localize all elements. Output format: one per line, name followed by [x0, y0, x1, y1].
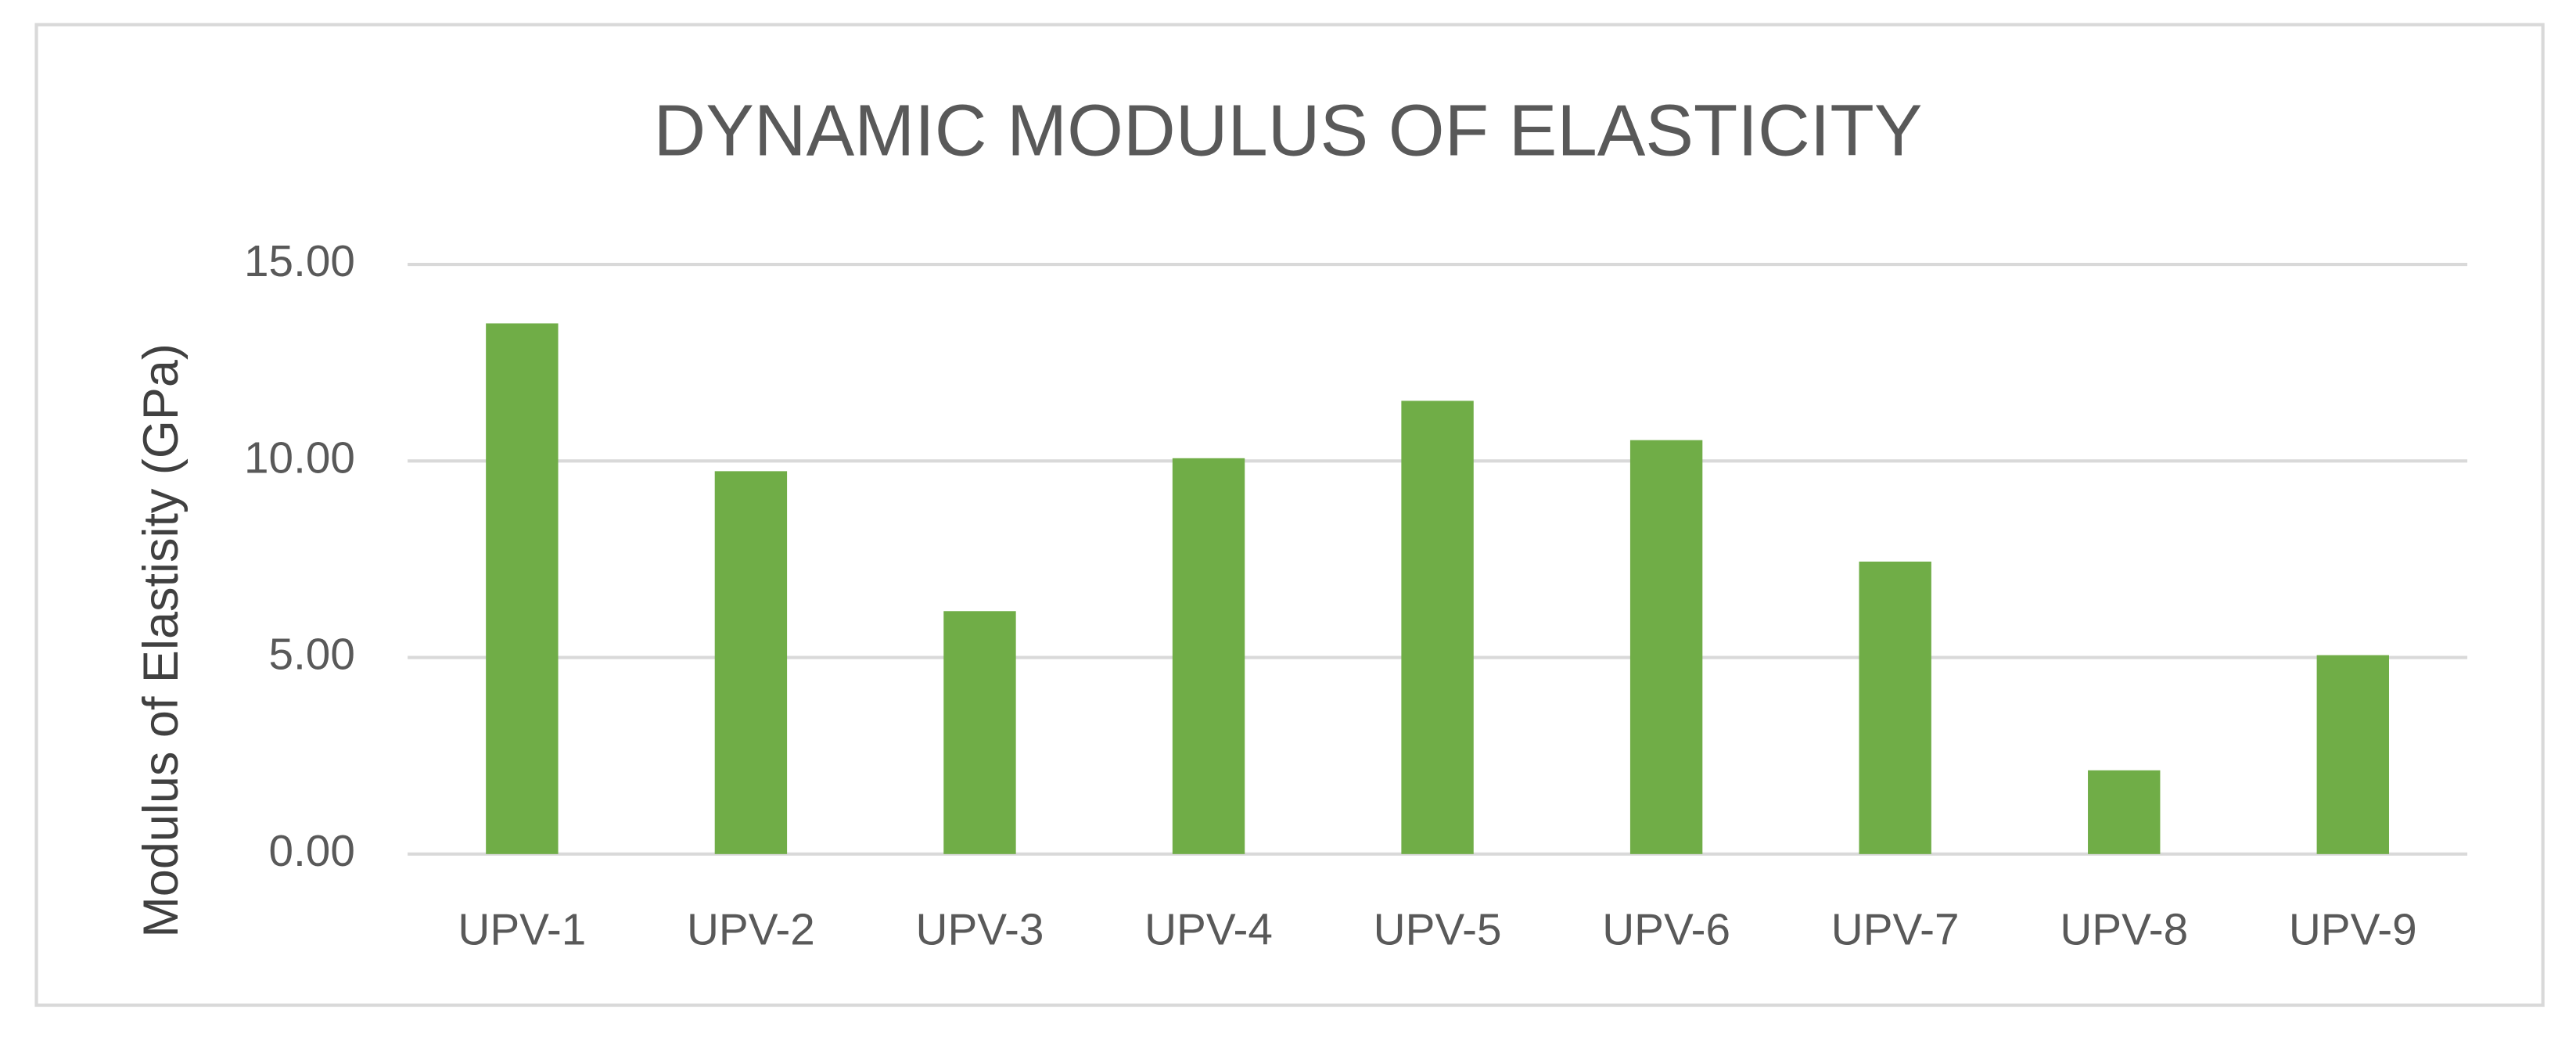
x-tick-label: UPV-3 [916, 906, 1044, 955]
y-tick-label: 15.00 [244, 237, 355, 286]
bar [1401, 400, 1474, 854]
x-tick-label: UPV-6 [1602, 906, 1730, 955]
chart-border [34, 23, 2545, 1007]
y-axis-title: Modulus of Elastisity (GPa) [134, 343, 189, 938]
x-tick-label: UPV-4 [1144, 906, 1273, 955]
bar [943, 611, 1016, 854]
bar [2088, 770, 2161, 854]
bar [486, 323, 559, 854]
chart-title: DYNAMIC MODULUS OF ELASTICITY [654, 90, 1923, 171]
x-tick-label: UPV-5 [1374, 906, 1502, 955]
x-tick-label: UPV-8 [2060, 906, 2188, 955]
bar [714, 471, 788, 854]
bar [1859, 561, 1931, 854]
bar [1172, 458, 1245, 854]
y-tick-label: 5.00 [269, 630, 355, 680]
bar [2316, 655, 2389, 854]
x-tick-label: UPV-9 [2289, 906, 2417, 955]
x-tick-label: UPV-7 [1831, 906, 1960, 955]
y-tick-label: 0.00 [269, 827, 355, 876]
y-tick-label: 10.00 [244, 433, 355, 483]
x-tick-label: UPV-1 [458, 906, 586, 955]
bar [1629, 440, 1703, 854]
x-tick-label: UPV-2 [687, 906, 815, 955]
